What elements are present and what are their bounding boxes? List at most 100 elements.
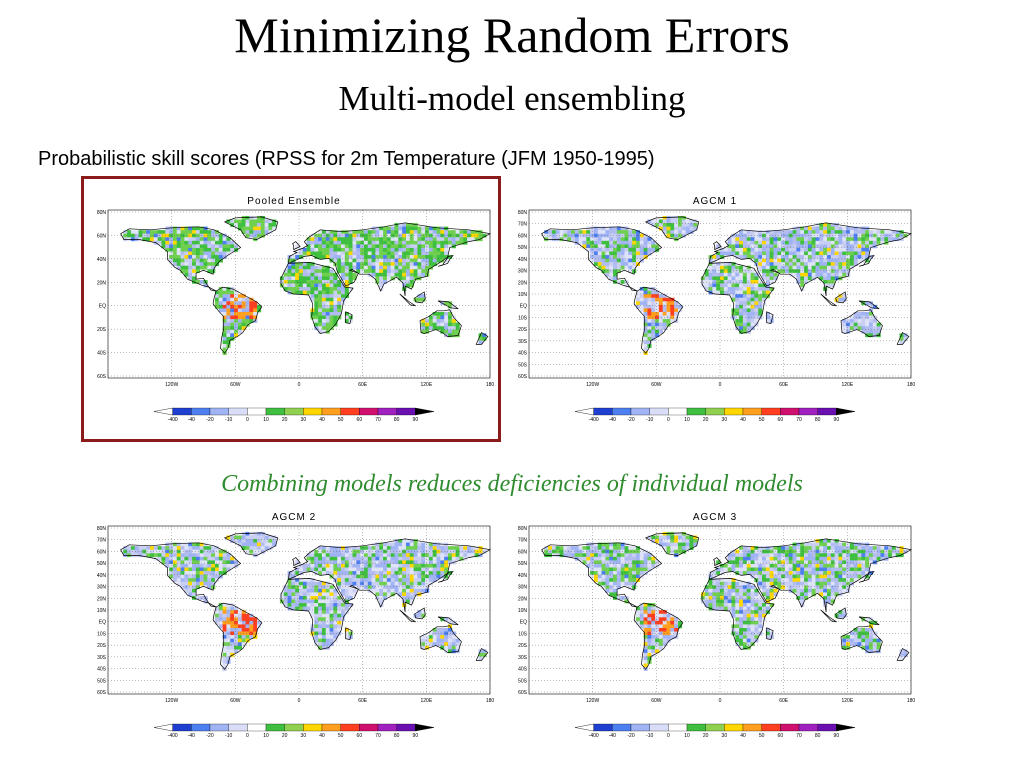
skill-cell xyxy=(582,550,586,554)
skill-cell xyxy=(375,266,379,270)
skill-cell xyxy=(686,535,690,539)
skill-cell xyxy=(196,248,200,252)
skill-cell xyxy=(709,269,713,273)
skill-cell xyxy=(835,575,839,579)
skill-cell xyxy=(188,571,192,575)
skill-cell xyxy=(804,266,808,270)
skill-cell xyxy=(372,237,376,241)
skill-cell xyxy=(437,248,441,252)
skill-cell xyxy=(762,273,766,277)
latitude-label: 80N xyxy=(97,526,107,532)
skill-cell xyxy=(330,291,334,295)
skill-cell xyxy=(322,319,326,323)
skill-cell xyxy=(865,244,869,248)
skill-cell xyxy=(333,614,337,618)
skill-cell xyxy=(391,252,395,256)
skill-cell xyxy=(433,316,437,320)
skill-cell xyxy=(739,589,743,593)
skill-cell xyxy=(720,276,724,280)
skill-cell xyxy=(398,560,402,564)
skill-cell xyxy=(571,234,575,238)
skill-cell xyxy=(314,553,318,557)
skill-cell xyxy=(751,287,755,291)
skill-cell xyxy=(858,326,862,330)
skill-cell xyxy=(379,557,383,561)
skill-cell xyxy=(705,589,709,593)
skill-cell xyxy=(812,568,816,572)
skill-cell xyxy=(188,557,192,561)
skill-cell xyxy=(609,582,613,586)
skill-cell xyxy=(314,614,318,618)
skill-cell xyxy=(410,259,414,263)
colorbar-label: 80 xyxy=(394,733,400,739)
skill-cell xyxy=(659,219,663,223)
skill-cell xyxy=(835,273,839,277)
skill-cell xyxy=(785,262,789,266)
skill-cell xyxy=(383,557,387,561)
skill-cell xyxy=(754,596,758,600)
skill-cell xyxy=(391,557,395,561)
skill-cell xyxy=(873,323,877,327)
latitude-label: 30S xyxy=(518,339,528,345)
skill-cell xyxy=(659,621,663,625)
skill-cell xyxy=(169,227,173,231)
skill-cell xyxy=(322,639,326,643)
skill-cell xyxy=(670,305,674,309)
skill-cell xyxy=(827,546,831,550)
skill-cell xyxy=(246,617,250,621)
skill-cell xyxy=(177,568,181,572)
skill-cell xyxy=(712,280,716,284)
skill-cell xyxy=(433,632,437,636)
skill-cell xyxy=(567,234,571,238)
skill-cell xyxy=(674,230,678,234)
skill-cell xyxy=(223,639,227,643)
skill-cell xyxy=(552,230,556,234)
skill-cell xyxy=(613,592,617,596)
skill-cell xyxy=(705,600,709,604)
skill-cell xyxy=(766,589,770,593)
skill-cell xyxy=(417,571,421,575)
skill-cell xyxy=(667,546,671,550)
colorbar-arrow-low xyxy=(154,408,173,415)
skill-cell xyxy=(318,564,322,568)
skill-cell xyxy=(594,564,598,568)
skill-cell xyxy=(823,269,827,273)
skill-cell xyxy=(429,546,433,550)
skill-cell xyxy=(632,241,636,245)
skill-cell xyxy=(207,560,211,564)
skill-cell xyxy=(609,244,613,248)
skill-cell xyxy=(770,237,774,241)
skill-cell xyxy=(739,252,743,256)
skill-cell xyxy=(333,294,337,298)
skill-cell xyxy=(735,280,739,284)
skill-cell xyxy=(640,564,644,568)
skill-cell xyxy=(211,241,215,245)
skill-cell xyxy=(368,252,372,256)
skill-cell xyxy=(586,234,590,238)
skill-cell xyxy=(406,571,410,575)
skill-cell xyxy=(544,234,548,238)
skill-cell xyxy=(219,301,223,305)
skill-cell xyxy=(456,553,460,557)
skill-cell xyxy=(766,564,770,568)
skill-cell xyxy=(754,259,758,263)
skill-cell xyxy=(709,596,713,600)
skill-cell xyxy=(808,568,812,572)
skill-cell xyxy=(819,560,823,564)
skill-score-caption: Probabilistic skill scores (RPSS for 2m … xyxy=(38,147,655,171)
skill-cell xyxy=(421,269,425,273)
skill-cell xyxy=(789,248,793,252)
skill-cell xyxy=(406,227,410,231)
skill-cell xyxy=(437,639,441,643)
skill-cell xyxy=(594,557,598,561)
skill-cell xyxy=(295,255,299,259)
skill-cell xyxy=(177,564,181,568)
skill-cell xyxy=(467,553,471,557)
skill-cell xyxy=(322,557,326,561)
colorbar-label: 70 xyxy=(375,733,381,739)
skill-cell xyxy=(816,230,820,234)
skill-cell xyxy=(318,291,322,295)
skill-cell xyxy=(479,550,483,554)
skill-cell xyxy=(842,578,846,582)
skill-cell xyxy=(647,305,651,309)
